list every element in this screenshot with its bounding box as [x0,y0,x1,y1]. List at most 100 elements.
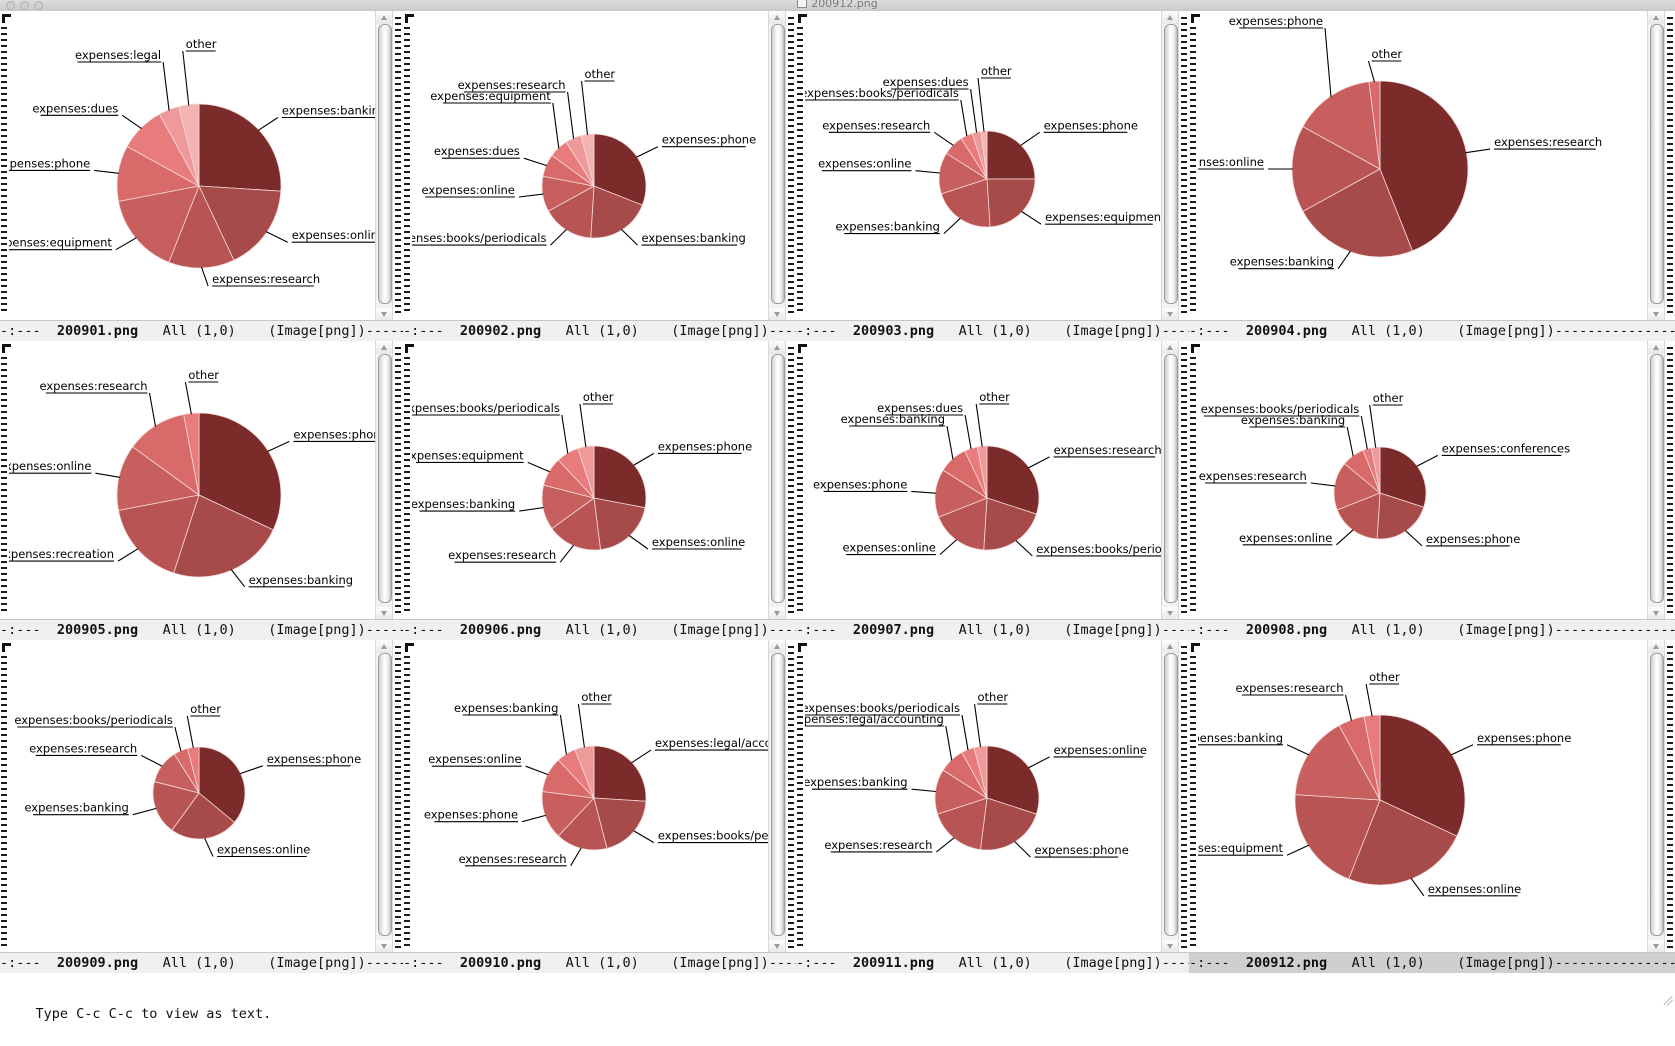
minimize-button[interactable] [20,1,29,10]
modeline-buffer-name[interactable]: 200912.png [1245,955,1328,971]
image-buffer[interactable]: expenses:legal/accountingexpenses:books/… [403,640,796,953]
modeline-major-mode[interactable]: (Image[png]) [1457,622,1555,638]
scroll-down-arrow-icon[interactable] [1162,940,1178,953]
modeline-buffer-name[interactable]: 200910.png [459,955,542,971]
emacs-window[interactable]: expenses:phoneexpenses:bankingexpenses:r… [0,341,403,640]
emacs-window[interactable]: expenses:researchexpenses:books/periodic… [796,341,1189,640]
scroll-down-arrow-icon[interactable] [769,607,785,620]
scroll-down-arrow-icon[interactable] [376,940,392,953]
scrollbar-thumb[interactable] [378,653,392,936]
scrollbar-thumb[interactable] [1650,24,1664,304]
image-buffer[interactable]: expenses:phoneexpenses:onlineexpenses:eq… [1189,640,1675,953]
image-buffer[interactable]: expenses:conferences expenses:phone expens… [1189,341,1675,620]
vertical-scrollbar[interactable] [768,341,786,620]
resize-grip[interactable] [1660,989,1674,1006]
image-buffer[interactable]: expenses:phoneexpenses:bankingexpenses:r… [0,341,403,620]
scroll-up-arrow-icon[interactable] [769,11,785,24]
scroll-up-arrow-icon[interactable] [376,640,392,653]
modeline[interactable]: -:--- 200912.png All (1,0) (Image[png])-… [1189,952,1675,973]
scroll-down-arrow-icon[interactable] [769,940,785,953]
scroll-up-arrow-icon[interactable] [1162,341,1178,354]
modeline[interactable]: -:--- 200908.png All (1,0) (Image[png])-… [1189,619,1675,640]
scrollbar-thumb[interactable] [1650,354,1664,603]
modeline[interactable]: -:--- 200906.png All (1,0) (Image[png])-… [403,619,796,640]
modeline[interactable]: -:--- 200911.png All (1,0) (Image[png])-… [796,952,1189,973]
scrollbar-thumb[interactable] [378,354,392,603]
modeline-buffer-name[interactable]: 200908.png [1245,622,1328,638]
modeline-major-mode[interactable]: (Image[png]) [1457,955,1555,971]
modeline-buffer-name[interactable]: 200902.png [459,323,542,339]
scroll-up-arrow-icon[interactable] [769,640,785,653]
modeline[interactable]: -:--- 200901.png All (1,0) (Image[png])-… [0,320,403,341]
scrollbar-thumb[interactable] [1164,354,1178,603]
scroll-up-arrow-icon[interactable] [1648,341,1664,354]
image-buffer[interactable]: expenses:phone expenses:equipment expenses… [796,11,1189,321]
modeline-major-mode[interactable]: (Image[png]) [1064,622,1162,638]
modeline[interactable]: -:--- 200904.png All (1,0) (Image[png])-… [1189,320,1675,341]
scrollbar-thumb[interactable] [771,653,785,936]
scroll-down-arrow-icon[interactable] [1162,607,1178,620]
vertical-scrollbar[interactable] [375,341,393,620]
emacs-window[interactable]: expenses:conferences expenses:phone expens… [1189,341,1675,640]
vertical-scrollbar[interactable] [1647,341,1665,620]
image-buffer[interactable]: expenses:online expenses:phone expenses:re… [796,640,1189,953]
modeline[interactable]: -:--- 200903.png All (1,0) (Image[png])-… [796,320,1189,341]
vertical-scrollbar[interactable] [1161,341,1179,620]
zoom-button[interactable] [34,1,43,10]
modeline-major-mode[interactable]: (Image[png]) [671,955,769,971]
scroll-up-arrow-icon[interactable] [1162,640,1178,653]
scroll-down-arrow-icon[interactable] [376,607,392,620]
modeline-major-mode[interactable]: (Image[png]) [1457,323,1555,339]
scroll-down-arrow-icon[interactable] [1162,308,1178,321]
image-buffer[interactable]: expenses:bankingexpenses:onlineexpenses:… [0,11,403,321]
modeline-major-mode[interactable]: (Image[png]) [1064,955,1162,971]
scroll-up-arrow-icon[interactable] [376,11,392,24]
scrollbar-thumb[interactable] [378,24,392,304]
emacs-window[interactable]: expenses:phoneexpenses:bankingexpenses:b… [403,11,796,341]
scroll-down-arrow-icon[interactable] [1648,308,1664,321]
modeline-major-mode[interactable]: (Image[png]) [268,955,366,971]
image-buffer[interactable]: expenses:researchexpenses:bankingexpense… [1189,11,1675,321]
modeline-major-mode[interactable]: (Image[png]) [268,622,366,638]
scroll-up-arrow-icon[interactable] [376,341,392,354]
modeline-major-mode[interactable]: (Image[png]) [268,323,366,339]
modeline-buffer-name[interactable]: 200911.png [852,955,935,971]
modeline-buffer-name[interactable]: 200904.png [1245,323,1328,339]
image-buffer[interactable]: expenses:phone expenses:online expenses:ba… [0,640,403,953]
scroll-down-arrow-icon[interactable] [376,308,392,321]
scrollbar-thumb[interactable] [1164,24,1178,304]
modeline-buffer-name[interactable]: 200907.png [852,622,935,638]
modeline[interactable]: -:--- 200905.png All (1,0) (Image[png])-… [0,619,403,640]
vertical-scrollbar[interactable] [768,640,786,953]
vertical-scrollbar[interactable] [1647,640,1665,953]
modeline-major-mode[interactable]: (Image[png]) [1064,323,1162,339]
emacs-window[interactable]: expenses:legal/accountingexpenses:books/… [403,640,796,973]
modeline-major-mode[interactable]: (Image[png]) [671,323,769,339]
vertical-scrollbar[interactable] [1161,640,1179,953]
scrollbar-thumb[interactable] [1650,653,1664,936]
emacs-window[interactable]: expenses:phone expenses:online expenses:ba… [0,640,403,973]
modeline-buffer-name[interactable]: 200901.png [56,323,139,339]
scroll-down-arrow-icon[interactable] [1648,940,1664,953]
emacs-window[interactable]: expenses:researchexpenses:bankingexpense… [1189,11,1675,341]
emacs-window[interactable]: expenses:bankingexpenses:onlineexpenses:… [0,11,403,341]
modeline-buffer-name[interactable]: 200909.png [56,955,139,971]
modeline-buffer-name[interactable]: 200903.png [852,323,935,339]
scrollbar-thumb[interactable] [1164,653,1178,936]
modeline-buffer-name[interactable]: 200905.png [56,622,139,638]
scroll-down-arrow-icon[interactable] [1648,607,1664,620]
vertical-scrollbar[interactable] [768,11,786,321]
window-controls[interactable] [6,1,43,10]
scroll-up-arrow-icon[interactable] [769,341,785,354]
close-button[interactable] [6,1,15,10]
emacs-window[interactable]: expenses:online expenses:phone expenses:re… [796,640,1189,973]
image-buffer[interactable]: expenses:phone expenses:online expenses:re… [403,341,796,620]
scroll-down-arrow-icon[interactable] [769,308,785,321]
emacs-window[interactable]: expenses:phoneexpenses:onlineexpenses:eq… [1189,640,1675,973]
modeline-major-mode[interactable]: (Image[png]) [671,622,769,638]
scrollbar-thumb[interactable] [771,24,785,304]
modeline[interactable]: -:--- 200910.png All (1,0) (Image[png])-… [403,952,796,973]
vertical-scrollbar[interactable] [1161,11,1179,321]
modeline[interactable]: -:--- 200902.png All (1,0) (Image[png])-… [403,320,796,341]
modeline[interactable]: -:--- 200909.png All (1,0) (Image[png])-… [0,952,403,973]
